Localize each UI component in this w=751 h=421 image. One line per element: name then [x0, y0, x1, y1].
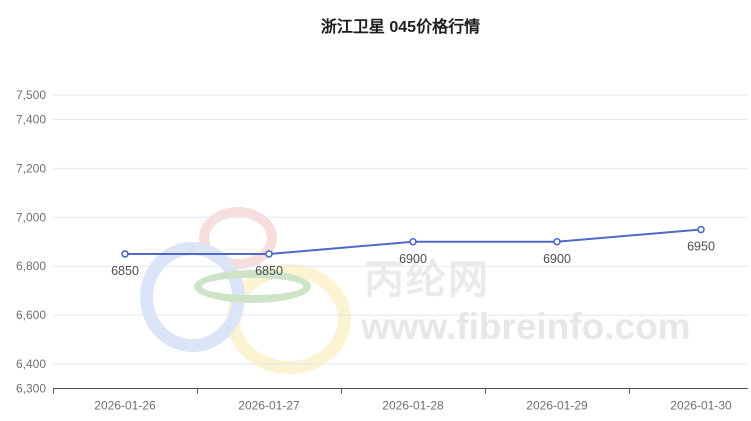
x-axis-label: 2026-01-29: [526, 399, 588, 413]
y-axis-label: 7,400: [16, 112, 46, 126]
data-point-label: 6950: [687, 240, 715, 254]
y-axis-label: 6,800: [16, 259, 46, 273]
y-axis-label: 7,000: [16, 210, 46, 224]
data-point: [553, 237, 561, 246]
data-point: [121, 250, 129, 258]
data-point: [409, 237, 417, 246]
data-point-label: 6900: [543, 252, 571, 266]
y-axis-label: 6,600: [16, 308, 46, 322]
data-point-label: 6900: [399, 252, 427, 266]
chart-title: 浙江卫星 045价格行情: [320, 19, 481, 36]
x-axis-label: 2026-01-30: [670, 399, 732, 413]
x-axis-label: 2026-01-27: [238, 399, 300, 413]
y-axis-label: 6,300: [16, 382, 46, 396]
data-point-label: 6850: [111, 264, 139, 278]
watermark-site-url: www.fibreinfo.com: [361, 306, 691, 347]
watermark-site-name: 丙纶网: [364, 258, 490, 302]
ring-red-icon: [199, 207, 277, 269]
y-axis-label: 7,200: [16, 161, 46, 175]
ring-green-icon: [194, 270, 311, 303]
data-point-label: 6850: [255, 264, 283, 278]
y-axis-label: 6,400: [16, 357, 46, 371]
y-axis-label: 7,500: [16, 88, 46, 102]
data-point: [697, 225, 705, 234]
x-axis-label: 2026-01-28: [382, 399, 444, 413]
x-axis-label: 2026-01-26: [94, 399, 156, 413]
data-point: [265, 250, 273, 258]
